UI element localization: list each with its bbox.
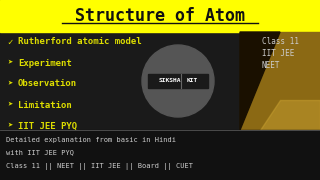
Text: ➤: ➤: [7, 100, 12, 109]
Text: Limitation: Limitation: [18, 100, 72, 109]
Text: KIT: KIT: [186, 78, 198, 84]
Bar: [0, 130, 320, 180]
Text: IIT JEE PYQ: IIT JEE PYQ: [18, 122, 77, 130]
Circle shape: [142, 45, 214, 117]
Text: ✓: ✓: [7, 37, 12, 46]
Text: IIT JEE: IIT JEE: [262, 50, 294, 59]
Polygon shape: [240, 32, 280, 130]
Text: ➤: ➤: [7, 58, 12, 68]
Text: SIKSHA: SIKSHA: [159, 78, 181, 84]
Text: Class 11 || NEET || IIT JEE || Board || CUET: Class 11 || NEET || IIT JEE || Board || …: [6, 163, 193, 170]
Text: Experiment: Experiment: [18, 58, 72, 68]
Text: Observation: Observation: [18, 80, 77, 89]
Text: Detailed explanation from basic in Hindi: Detailed explanation from basic in Hindi: [6, 137, 176, 143]
Polygon shape: [260, 100, 320, 130]
Bar: [0, 0, 320, 32]
Text: ➤: ➤: [7, 80, 12, 89]
Text: Structure of Atom: Structure of Atom: [75, 7, 245, 25]
Text: Rutherford atomic model: Rutherford atomic model: [18, 37, 142, 46]
Text: NEET: NEET: [262, 62, 281, 71]
Text: Class 11: Class 11: [262, 37, 299, 46]
Bar: [148, 74, 208, 88]
Text: with IIT JEE PYQ: with IIT JEE PYQ: [6, 149, 74, 155]
Text: ➤: ➤: [7, 122, 12, 130]
Polygon shape: [240, 32, 320, 130]
